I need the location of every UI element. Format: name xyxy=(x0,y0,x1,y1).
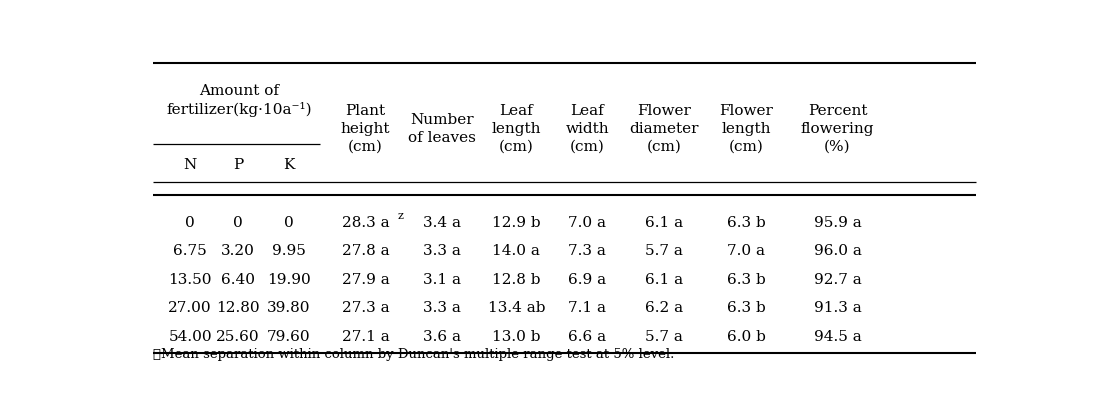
Text: 27.3 a: 27.3 a xyxy=(342,301,389,315)
Text: 7.0 a: 7.0 a xyxy=(568,216,606,230)
Text: 0: 0 xyxy=(285,216,293,230)
Text: 12.8 b: 12.8 b xyxy=(492,273,541,287)
Text: 6.40: 6.40 xyxy=(221,273,255,287)
Text: Percent
flowering
(%): Percent flowering (%) xyxy=(801,104,874,153)
Text: 19.90: 19.90 xyxy=(267,273,311,287)
Text: 6.1 a: 6.1 a xyxy=(645,216,682,230)
Text: 5.7 a: 5.7 a xyxy=(645,330,682,344)
Text: 13.0 b: 13.0 b xyxy=(492,330,541,344)
Text: 79.60: 79.60 xyxy=(267,330,311,344)
Text: 5.7 a: 5.7 a xyxy=(645,244,682,258)
Text: 6.75: 6.75 xyxy=(174,244,207,258)
Text: Flower
diameter
(cm): Flower diameter (cm) xyxy=(629,104,699,153)
Text: 0: 0 xyxy=(233,216,243,230)
Text: 3.6 a: 3.6 a xyxy=(423,330,462,344)
Text: K: K xyxy=(284,158,295,173)
Text: 6.1 a: 6.1 a xyxy=(645,273,682,287)
Text: 13.50: 13.50 xyxy=(168,273,212,287)
Text: Amount of
fertilizer(kg·10a⁻¹): Amount of fertilizer(kg·10a⁻¹) xyxy=(167,84,312,117)
Text: 12.80: 12.80 xyxy=(217,301,259,315)
Text: 27.8 a: 27.8 a xyxy=(342,244,389,258)
Text: Flower
length
(cm): Flower length (cm) xyxy=(720,104,774,153)
Text: Leaf
length
(cm): Leaf length (cm) xyxy=(491,104,541,153)
Text: 3.3 a: 3.3 a xyxy=(423,244,462,258)
Text: 25.60: 25.60 xyxy=(217,330,259,344)
Text: 27.1 a: 27.1 a xyxy=(342,330,389,344)
Text: 28.3 a: 28.3 a xyxy=(342,216,389,230)
Text: N: N xyxy=(184,158,197,173)
Text: Leaf
width
(cm): Leaf width (cm) xyxy=(565,104,609,153)
Text: 6.0 b: 6.0 b xyxy=(726,330,766,344)
Text: 0: 0 xyxy=(186,216,195,230)
Text: Number
of leaves: Number of leaves xyxy=(409,113,476,144)
Text: 91.3 a: 91.3 a xyxy=(813,301,862,315)
Text: 6.3 b: 6.3 b xyxy=(726,273,766,287)
Text: 12.9 b: 12.9 b xyxy=(492,216,541,230)
Text: Plant
height
(cm): Plant height (cm) xyxy=(341,104,390,153)
Text: 54.00: 54.00 xyxy=(168,330,212,344)
Text: 7.0 a: 7.0 a xyxy=(728,244,765,258)
Text: z: z xyxy=(398,211,403,221)
Text: 14.0 a: 14.0 a xyxy=(492,244,541,258)
Text: 9.95: 9.95 xyxy=(273,244,306,258)
Text: 3.4 a: 3.4 a xyxy=(423,216,462,230)
Text: 7.1 a: 7.1 a xyxy=(568,301,606,315)
Text: 6.6 a: 6.6 a xyxy=(568,330,607,344)
Text: 95.9 a: 95.9 a xyxy=(813,216,862,230)
Text: 6.2 a: 6.2 a xyxy=(645,301,682,315)
Text: 13.4 ab: 13.4 ab xyxy=(488,301,545,315)
Text: 94.5 a: 94.5 a xyxy=(813,330,862,344)
Text: 27.9 a: 27.9 a xyxy=(342,273,389,287)
Text: 92.7 a: 92.7 a xyxy=(813,273,862,287)
Text: 6.3 b: 6.3 b xyxy=(726,216,766,230)
Text: 3.3 a: 3.3 a xyxy=(423,301,462,315)
Text: 27.00: 27.00 xyxy=(168,301,212,315)
Text: P: P xyxy=(233,158,243,173)
Text: 7.3 a: 7.3 a xyxy=(568,244,606,258)
Text: ᵬMean separation within column by Duncan's multiple range test at 5% level.: ᵬMean separation within column by Duncan… xyxy=(153,348,674,361)
Text: 6.9 a: 6.9 a xyxy=(568,273,607,287)
Text: 39.80: 39.80 xyxy=(267,301,311,315)
Text: 3.1 a: 3.1 a xyxy=(423,273,462,287)
Text: 3.20: 3.20 xyxy=(221,244,255,258)
Text: 6.3 b: 6.3 b xyxy=(726,301,766,315)
Text: 96.0 a: 96.0 a xyxy=(813,244,862,258)
